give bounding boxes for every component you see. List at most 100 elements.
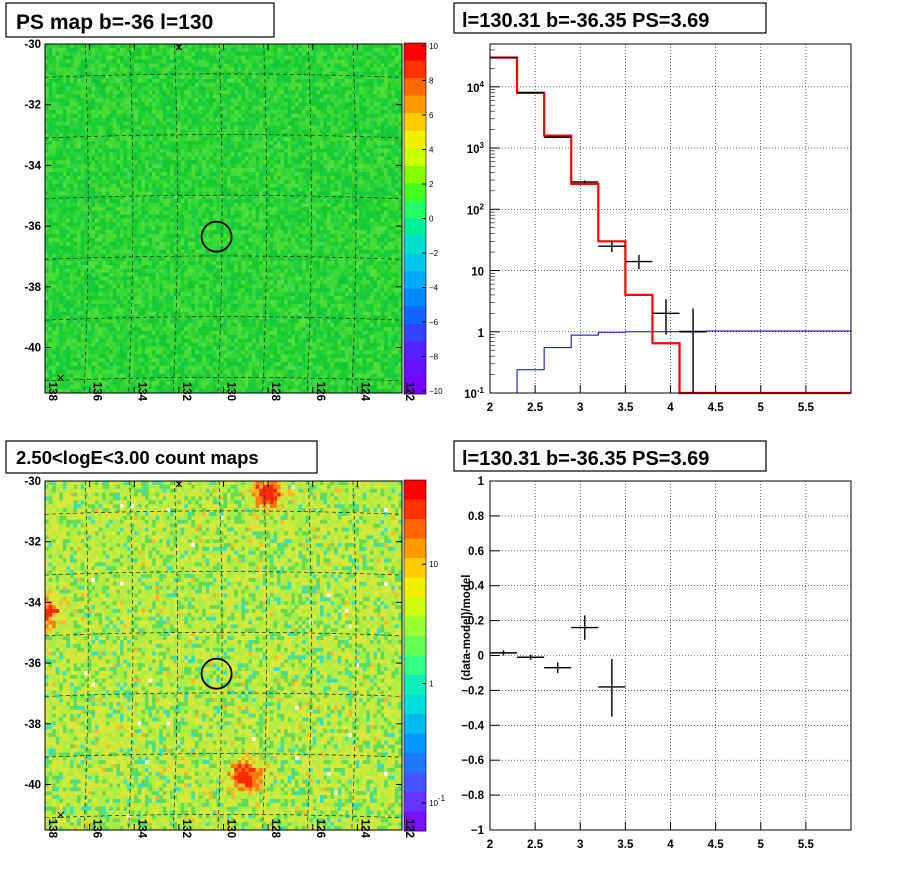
map-pixel (166, 121, 171, 126)
map-pixel (230, 195, 235, 200)
map-pixel (362, 121, 367, 126)
map-pixel (66, 78, 71, 84)
map-pixel (280, 164, 285, 169)
map-pixel (227, 125, 231, 130)
map-pixel (373, 75, 378, 80)
map-pixel (237, 63, 242, 68)
map-pixel (262, 98, 267, 103)
map-pixel (137, 98, 142, 103)
map-pixel (398, 222, 403, 227)
map-pixel (84, 98, 89, 103)
map-pixel (377, 226, 381, 231)
map-pixel (337, 202, 342, 208)
map-pixel (241, 152, 246, 157)
map-pixel (234, 202, 239, 208)
map-pixel (344, 137, 349, 142)
map-pixel (98, 218, 103, 223)
map-pixel (152, 71, 156, 76)
map-pixel (205, 106, 210, 111)
map-pixel (398, 44, 403, 49)
map-pixel (352, 75, 356, 80)
map-pixel (252, 55, 256, 60)
map-pixel (359, 164, 364, 169)
map-pixel (352, 98, 356, 103)
map-pixel (312, 121, 317, 126)
map-pixel (294, 210, 299, 215)
map-pixel (380, 102, 385, 107)
map-pixel (66, 183, 71, 188)
map-pixel (105, 171, 110, 177)
map-pixel (269, 109, 274, 115)
map-pixel (52, 78, 57, 84)
map-pixel (177, 168, 181, 173)
map-pixel (159, 47, 164, 53)
map-pixel (223, 175, 228, 181)
map-pixel (48, 55, 53, 60)
map-pixel (148, 78, 153, 84)
map-pixel (191, 90, 196, 95)
map-pixel (48, 82, 53, 87)
map-pixel (162, 226, 167, 231)
map-pixel (291, 206, 296, 212)
map-pixel (294, 94, 299, 99)
map-pixel (262, 125, 267, 130)
map-pixel (284, 125, 289, 130)
map-pixel (194, 59, 199, 64)
map-pixel (73, 90, 78, 95)
map-pixel (266, 90, 271, 95)
map-pixel (244, 148, 249, 153)
map-pixel (66, 195, 71, 200)
map-pixel (94, 199, 99, 204)
map-pixel (330, 82, 335, 87)
map-pixel (80, 214, 85, 219)
map-pixel (155, 140, 160, 146)
map-pixel (237, 218, 242, 223)
map-pixel (355, 230, 360, 235)
map-pixel (344, 179, 349, 184)
map-pixel (134, 59, 139, 64)
map-pixel (316, 113, 321, 118)
map-pixel (359, 230, 364, 235)
map-pixel (116, 137, 121, 142)
map-pixel (91, 171, 96, 177)
map-pixel (141, 117, 146, 122)
map-pixel (305, 44, 310, 49)
map-pixel (259, 179, 264, 184)
map-pixel (298, 129, 303, 134)
map-pixel (141, 140, 146, 146)
map-pixel (91, 121, 96, 126)
map-pixel (209, 168, 214, 173)
map-pixel (366, 144, 371, 149)
map-pixel (377, 106, 381, 111)
map-pixel (198, 125, 203, 130)
map-pixel (123, 144, 128, 149)
map-pixel (202, 117, 206, 122)
map-pixel (387, 44, 392, 49)
map-pixel (273, 51, 278, 56)
map-pixel (184, 187, 189, 192)
map-pixel (230, 44, 235, 49)
map-pixel (177, 156, 181, 161)
map-pixel (369, 63, 374, 68)
map-pixel (291, 51, 296, 56)
map-pixel (344, 71, 349, 76)
map-pixel (369, 137, 374, 142)
map-pixel (77, 78, 81, 84)
map-pixel (191, 206, 196, 212)
map-pixel (55, 86, 60, 91)
map-pixel (66, 67, 71, 72)
map-pixel (284, 117, 289, 122)
map-pixel (77, 202, 81, 208)
map-pixel (123, 47, 128, 53)
map-pixel (344, 234, 349, 239)
map-pixel (341, 106, 346, 111)
map-pixel (55, 75, 60, 80)
map-pixel (144, 47, 149, 53)
map-pixel (259, 86, 264, 91)
map-pixel (94, 102, 99, 107)
map-pixel (152, 75, 156, 80)
map-pixel (84, 234, 89, 239)
map-pixel (280, 94, 285, 99)
map-pixel (319, 171, 324, 177)
map-pixel (202, 199, 206, 204)
